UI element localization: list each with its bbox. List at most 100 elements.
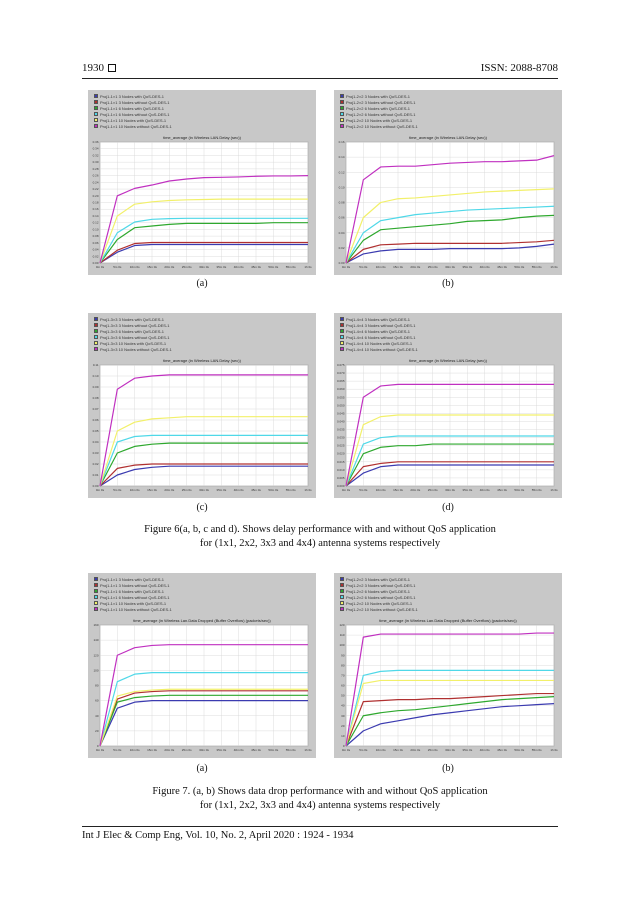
series-line [345,205,555,264]
subfig-label-6a: (a) [196,278,208,289]
x-tick-label: 35m 0s [216,748,226,752]
figure7-caption-line1: Figure 7. (a, b) Shows data drop perform… [152,786,488,797]
legend-swatch [340,94,344,98]
page-header: 1930 ISSN: 2088-8708 [82,62,558,76]
legend-label: Proj1-1×1 3 Nodes without QoS-DES-1 [100,99,170,105]
legend-label: Proj1-2×2 6 Nodes with QoS-DES-1 [346,588,410,594]
y-tick-label: 160 [93,623,98,627]
chart-legend: Proj1-2×2 3 Nodes with QoS-DES-1 Proj1-2×… [340,576,418,612]
x-tick-label: 15m 0s [393,265,403,269]
legend-label: Proj1-4×4 6 Nodes with QoS-DES-1 [346,328,410,334]
x-tick-label: 25m 0s [428,748,438,752]
y-tick-label: 100 [339,643,344,647]
x-tick-label: 0m 0s [96,748,105,752]
y-tick-label: 0.030 [337,436,345,440]
series-line [345,188,555,264]
legend-entry: Proj1-2×2 10 Nodes without QoS-DES-1 [340,123,418,129]
x-tick-label: 35m 0s [216,488,226,492]
y-tick-label: 0.04 [93,248,99,252]
x-tick-label: 5m 0s [113,265,122,269]
series-line [345,214,555,264]
y-tick-label: 0.14 [93,214,99,218]
legend-swatch [340,583,344,587]
legend-label: Proj1-1×1 3 Nodes with QoS-DES-1 [100,576,164,582]
x-tick-label: 5m 0s [359,488,368,492]
series-line [345,632,554,747]
series-line [345,435,554,487]
y-tick-label: 0.060 [337,387,345,391]
x-tick-label: 20m 0s [410,748,420,752]
y-tick-label: 0.05 [93,429,99,433]
y-tick-label: 0.12 [339,170,345,174]
legend-swatch [94,94,98,98]
legend-label: Proj1-1×1 6 Nodes with QoS-DES-1 [100,588,164,594]
legend-entry: Proj1-1×1 10 Nodes without QoS-DES-1 [94,123,172,129]
y-tick-label: 0.04 [339,231,345,235]
y-tick-label: 0.00 [93,484,99,488]
x-tick-label: 15m 0s [147,748,157,752]
y-tick-label: 0.065 [337,379,345,383]
series-line [99,690,308,747]
legend-swatch [340,118,344,122]
legend-entry: Proj1-3×3 3 Nodes without QoS-DES-1 [94,322,172,328]
series-line [99,434,308,487]
legend-swatch [94,341,98,345]
x-tick-label: 55m 0s [532,265,542,269]
chart-fig6a: Proj1-1×1 3 Nodes with QoS-DES-1 Proj1-1×… [88,90,316,275]
y-tick-label: 20 [95,729,99,733]
y-tick-label: 0 [343,744,345,748]
legend-label: Proj1-2×2 6 Nodes without QoS-DES-1 [346,594,416,600]
legend-label: Proj1-1×1 10 Nodes with QoS-DES-1 [100,117,167,123]
chart-plot: 0.00 0.02 0.04 0.06 0.08 0.10 0.12 0.14 0.16 0.18… [93,140,313,269]
page-number: 1930 [82,62,104,74]
x-tick-label: 5m 0s [113,488,122,492]
legend-label: Proj1-4×4 10 Nodes without QoS-DES-1 [346,346,418,352]
legend-swatch [94,601,98,605]
y-tick-label: 0.005 [337,476,345,480]
series-line [99,416,308,487]
series-line [99,241,308,264]
y-tick-label: 0.06 [93,241,99,245]
legend-entry: Proj1-4×4 10 Nodes with QoS-DES-1 [340,340,418,346]
y-tick-label: 0.00 [93,261,99,265]
legend-label: Proj1-2×2 10 Nodes with QoS-DES-1 [346,117,413,123]
series-line [345,703,555,747]
x-tick-label: 30m 0s [199,748,209,752]
legend-label: Proj1-1×1 3 Nodes with QoS-DES-1 [100,93,164,99]
chart-fig6b: Proj1-2×2 3 Nodes with QoS-DES-1 Proj1-2×… [334,90,562,275]
legend-entry: Proj1-2×2 10 Nodes without QoS-DES-1 [340,606,418,612]
legend-label: Proj1-1×1 6 Nodes without QoS-DES-1 [100,594,170,600]
x-tick-label: 10m 0s [130,488,140,492]
subfig-label-6b: (b) [442,278,454,289]
y-tick-label: 0.32 [93,153,99,157]
legend-swatch [94,100,98,104]
y-tick-label: 0.050 [337,403,345,407]
legend-entry: Proj1-2×2 6 Nodes without QoS-DES-1 [340,594,418,600]
x-tick-label: 45m 0s [497,488,507,492]
legend-swatch [340,577,344,581]
y-tick-label: 40 [341,704,345,708]
x-tick-label: 30m 0s [445,265,455,269]
legend-swatch [94,106,98,110]
legend-entry: Proj1-1×1 3 Nodes without QoS-DES-1 [94,99,172,105]
legend-swatch [340,100,344,104]
legend-entry: Proj1-4×4 3 Nodes with QoS-DES-1 [340,316,418,322]
series-line [99,694,308,747]
legend-entry: Proj1-1×1 10 Nodes with QoS-DES-1 [94,600,172,606]
x-tick-label: 45m 0s [251,488,261,492]
x-tick-label: 40m 0s [480,748,490,752]
issn: ISSN: 2088-8708 [480,62,558,74]
y-tick-label: 0.08 [339,201,345,205]
x-tick-label: 40m 0s [234,748,244,752]
y-tick-label: 0.070 [337,371,345,375]
figure6-caption-line1: Figure 6(a, b, c and d). Shows delay per… [144,524,496,535]
y-tick-label: 80 [95,684,99,688]
subfig-label-6d: (d) [442,502,454,513]
x-tick-label: 50m 0s [268,488,278,492]
series-line [99,700,308,747]
series-line [99,175,309,264]
square-icon [108,64,116,72]
legend-label: Proj1-2×2 10 Nodes without QoS-DES-1 [346,123,418,129]
figure7-caption: Figure 7. (a, b) Shows data drop perform… [82,785,558,813]
series-line [99,374,308,487]
